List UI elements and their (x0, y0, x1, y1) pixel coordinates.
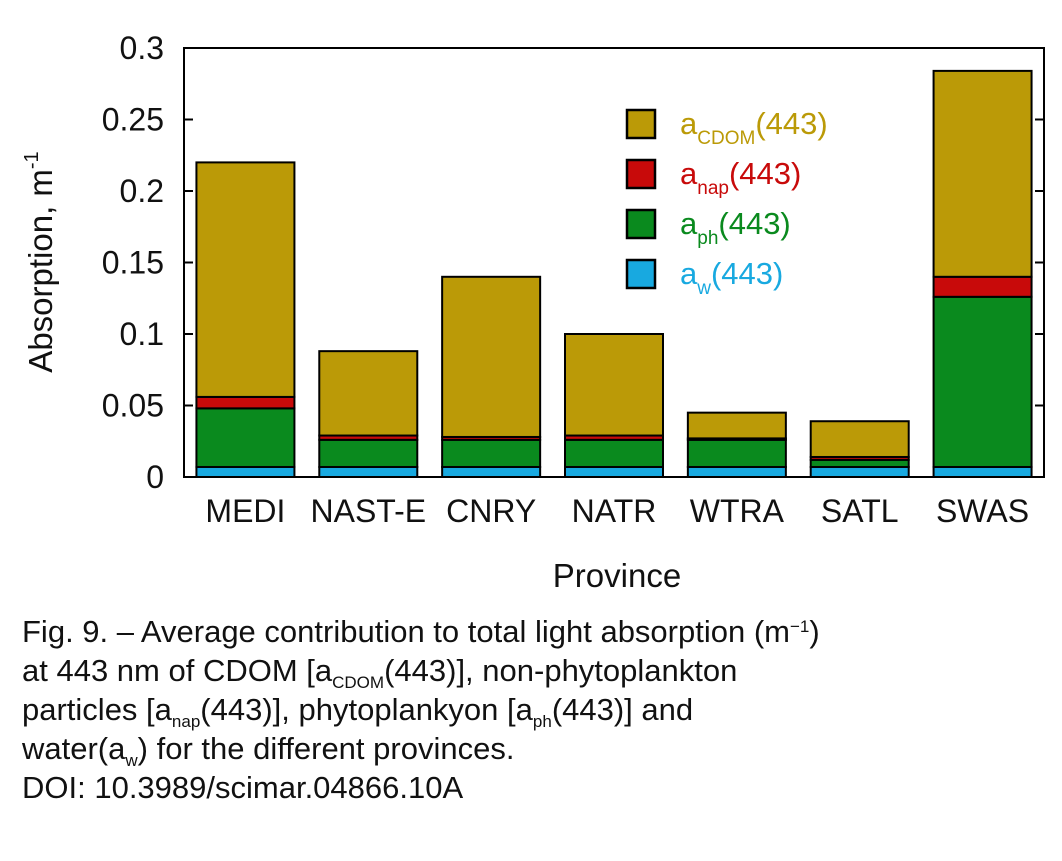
bar-segment-aph (686, 438, 787, 468)
legend-swatch-anap (625, 158, 657, 190)
x-category-label: SATL (821, 493, 899, 529)
stacked-bar-chart: 0 0.05 0.1 0.15 0.2 0.25 0.3 MEDI NAST-E CNRY NATR… (21, 30, 1045, 594)
legend-label-anap: anap(443) (680, 156, 801, 199)
bar-segment-aw (318, 465, 419, 478)
caption-line-4: water(aw) for the different provinces. (22, 731, 515, 770)
caption-doi: DOI: 10.3989/scimar.04866.10A (22, 770, 464, 805)
legend-swatch-aw (625, 258, 657, 290)
bar-segment-aph (441, 438, 542, 468)
bar-segment-acdom (195, 161, 296, 398)
x-category-label: NATR (572, 493, 657, 529)
bar-segment-aph (195, 407, 296, 468)
y-axis-label: Absorption, m-1 (21, 151, 59, 372)
y-axis-label-unit-exponent: -1 (21, 151, 43, 169)
bar-segment-aw (686, 465, 787, 478)
y-tick-label: 0.25 (102, 102, 164, 138)
bar-segment-aph (564, 438, 664, 468)
y-tick-label: 0.3 (120, 30, 164, 66)
caption-line-1: Fig. 9. – Average contribution to total … (22, 614, 820, 649)
figure-caption: Fig. 9. – Average contribution to total … (22, 612, 1052, 807)
x-category-label: SWAS (936, 493, 1029, 529)
y-axis-label-main: Absorption, m (22, 169, 59, 373)
legend-label-aw: aw(443) (680, 256, 783, 299)
x-category-label: CNRY (446, 493, 536, 529)
legend-swatch-acdom (625, 108, 657, 140)
bar-segment-aw (809, 465, 910, 478)
caption-line-2: at 443 nm of CDOM [aCDOM(443)], non-phyt… (22, 653, 738, 692)
x-category-label: NAST-E (310, 493, 426, 529)
legend-swatch-aph (625, 208, 657, 240)
y-tick-label: 0.1 (120, 316, 164, 352)
bar-segment-acdom (318, 350, 419, 437)
caption-line-3: particles [anap(443)], phytoplankyon [ap… (22, 692, 694, 731)
bar-segment-acdom (686, 411, 787, 440)
y-tick-label: 0.15 (102, 245, 164, 281)
x-axis-label: Province (553, 557, 681, 594)
y-tick-label: 0.2 (120, 173, 164, 209)
bar-segment-anap (195, 395, 296, 410)
plot-area: 0 0.05 0.1 0.15 0.2 0.25 0.3 MEDI NAST-E CNRY NATR… (102, 30, 1045, 529)
bar-segment-aw (564, 465, 664, 478)
bar-segment-anap (932, 275, 1033, 298)
bar-segment-acdom (564, 333, 664, 437)
x-category-label: WTRA (690, 493, 785, 529)
bar-segment-acdom (441, 275, 542, 438)
bar-segment-aph (809, 458, 910, 468)
bar-segment-aw (932, 465, 1033, 478)
bar-segment-aph (318, 438, 419, 468)
bar-segment-acdom (809, 420, 910, 458)
bar-segment-aw (441, 465, 542, 478)
x-category-label: MEDI (205, 493, 285, 529)
bar-segment-acdom (932, 69, 1033, 278)
bar-segment-aph (932, 295, 1033, 468)
y-tick-label: 0.05 (102, 388, 164, 424)
y-tick-label: 0 (146, 459, 164, 495)
legend-label-acdom: aCDOM(443) (680, 106, 828, 149)
legend-label-aph: aph(443) (680, 206, 791, 249)
bar-segment-aw (195, 465, 296, 478)
